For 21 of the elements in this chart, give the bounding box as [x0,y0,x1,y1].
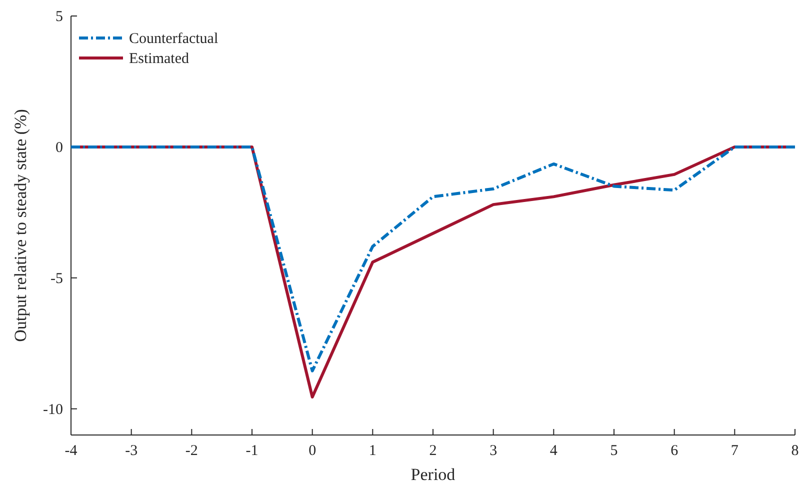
x-tick-label: 4 [550,443,558,459]
x-tick-label: 8 [791,443,799,459]
x-tick-label: 2 [429,443,437,459]
x-tick-label: -1 [246,443,258,459]
y-tick-label: -5 [50,270,63,287]
y-tick-label: -10 [43,402,63,418]
y-axis-title: Output relative to steady state (%) [11,109,30,342]
x-tick-label: 3 [490,443,498,459]
x-tick-label: 7 [730,443,739,459]
y-tick-label: 0 [56,140,63,156]
x-axis-title: Period [410,465,456,484]
x-tick-label: -2 [185,443,198,459]
x-tick-label: 0 [308,443,316,459]
x-tick-label: 5 [610,443,618,459]
x-tick-label: 1 [368,443,376,459]
x-tick-label: -3 [125,443,138,459]
legend-label: Estimated [129,51,190,67]
legend-label: Counterfactual [129,31,218,47]
x-tick-label: 6 [670,443,679,459]
y-tick-label: 5 [56,9,63,25]
x-tick-label: -4 [64,443,78,459]
